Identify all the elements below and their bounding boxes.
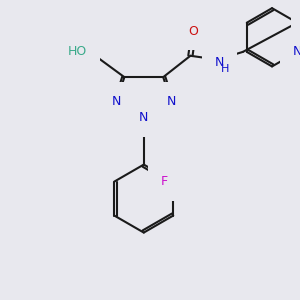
Text: O: O <box>188 25 198 38</box>
Text: N: N <box>112 95 121 108</box>
Text: F: F <box>160 175 167 188</box>
Text: N: N <box>139 111 148 124</box>
Text: H: H <box>221 64 230 74</box>
Text: N: N <box>215 56 224 69</box>
Text: N: N <box>292 45 300 58</box>
Text: HO: HO <box>68 45 87 58</box>
Text: N: N <box>166 95 176 108</box>
